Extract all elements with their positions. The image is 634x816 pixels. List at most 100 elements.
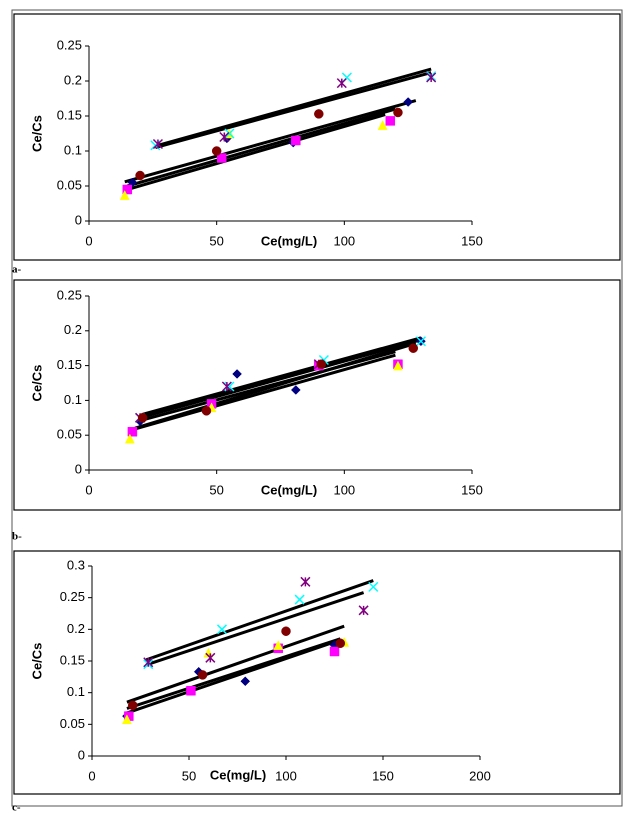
chart-frame	[13, 279, 621, 511]
fit-line	[126, 640, 335, 715]
x-tick-label: 150	[461, 482, 483, 497]
point	[329, 646, 340, 657]
fit-line	[126, 107, 396, 188]
y-tick-label: 0.15	[60, 652, 85, 667]
point	[197, 670, 208, 680]
point	[240, 676, 251, 687]
panel-label: b-	[12, 531, 22, 543]
y-tick-label: 0	[75, 461, 82, 476]
y-tick-label: 0.1	[64, 392, 82, 407]
fit-line	[145, 579, 374, 662]
point	[219, 131, 230, 143]
chart-frame	[13, 13, 621, 261]
fit-line	[126, 637, 341, 710]
y-tick-label: 0.25	[57, 37, 82, 52]
point	[393, 107, 403, 118]
fit-line	[137, 350, 396, 423]
x-axis-label: Ce(mg/L)	[210, 767, 266, 782]
fit-line	[142, 336, 422, 416]
outer-border	[11, 9, 623, 807]
y-tick-label: 0.2	[67, 621, 85, 636]
x-tick-label: 50	[209, 233, 223, 248]
point	[415, 336, 426, 347]
fit-line	[147, 591, 365, 666]
y-tick-label: 0.25	[60, 589, 85, 604]
point	[221, 381, 232, 392]
point	[224, 128, 235, 139]
panel-label: a-	[12, 264, 22, 276]
point	[368, 581, 379, 592]
point	[385, 116, 396, 126]
point	[426, 72, 437, 83]
x-tick-label: 100	[333, 482, 355, 497]
point	[377, 120, 388, 130]
point	[124, 433, 135, 444]
x-tick-label: 100	[275, 768, 297, 783]
y-tick-label: 0.25	[57, 287, 82, 302]
point	[290, 385, 301, 395]
x-tick-label: 150	[372, 768, 394, 783]
y-tick-label: 0.2	[64, 72, 82, 87]
y-axis-label: Ce/Cs	[29, 365, 44, 402]
y-axis-label: Ce/Cs	[29, 643, 44, 680]
y-tick-label: 0.3	[67, 557, 85, 572]
point	[186, 686, 196, 696]
point	[316, 359, 327, 369]
point	[122, 714, 132, 725]
point	[408, 343, 419, 353]
y-tick-label: 0.05	[57, 427, 82, 442]
fit-line	[131, 353, 396, 432]
y-tick-label: 0.1	[64, 142, 82, 157]
point	[135, 170, 145, 181]
point	[314, 109, 324, 119]
y-tick-label: 0.05	[57, 177, 82, 192]
point	[119, 190, 130, 200]
x-tick-label: 0	[85, 233, 92, 248]
y-tick-label: 0.1	[67, 684, 85, 699]
point	[216, 624, 228, 635]
point	[403, 97, 414, 107]
point	[291, 135, 301, 146]
point	[137, 413, 148, 423]
point	[336, 78, 347, 89]
fit-line	[142, 338, 422, 419]
point	[358, 605, 369, 616]
point	[143, 657, 154, 668]
x-axis-label: Ce(mg/L)	[261, 233, 317, 248]
point	[205, 652, 216, 663]
fit-line	[154, 67, 432, 148]
point	[281, 626, 291, 636]
point	[273, 640, 284, 650]
point	[217, 153, 227, 163]
point	[152, 138, 163, 150]
y-tick-label: 0	[75, 212, 82, 227]
chart-frame	[13, 550, 621, 795]
x-tick-label: 0	[88, 768, 95, 783]
y-tick-label: 0.15	[57, 107, 82, 122]
x-tick-label: 200	[469, 768, 491, 783]
point	[300, 576, 311, 587]
point	[393, 360, 403, 371]
x-tick-label: 50	[182, 768, 196, 783]
y-axis-label: Ce/Cs	[29, 115, 44, 152]
x-tick-label: 150	[461, 233, 483, 248]
x-tick-label: 100	[333, 233, 355, 248]
point	[232, 369, 242, 379]
point	[335, 638, 346, 649]
point	[294, 594, 305, 605]
point	[127, 426, 138, 437]
fit-line	[126, 624, 345, 704]
x-tick-label: 0	[85, 482, 92, 497]
x-tick-label: 50	[209, 482, 223, 497]
x-axis-label: Ce(mg/L)	[261, 482, 317, 497]
y-tick-label: 0.05	[60, 716, 85, 731]
y-tick-label: 0	[78, 747, 85, 762]
point	[127, 700, 138, 711]
point	[211, 146, 222, 156]
panel-label: c-	[12, 802, 21, 814]
y-tick-label: 0.2	[64, 322, 82, 337]
fit-line	[154, 71, 432, 149]
fit-line	[124, 99, 417, 184]
